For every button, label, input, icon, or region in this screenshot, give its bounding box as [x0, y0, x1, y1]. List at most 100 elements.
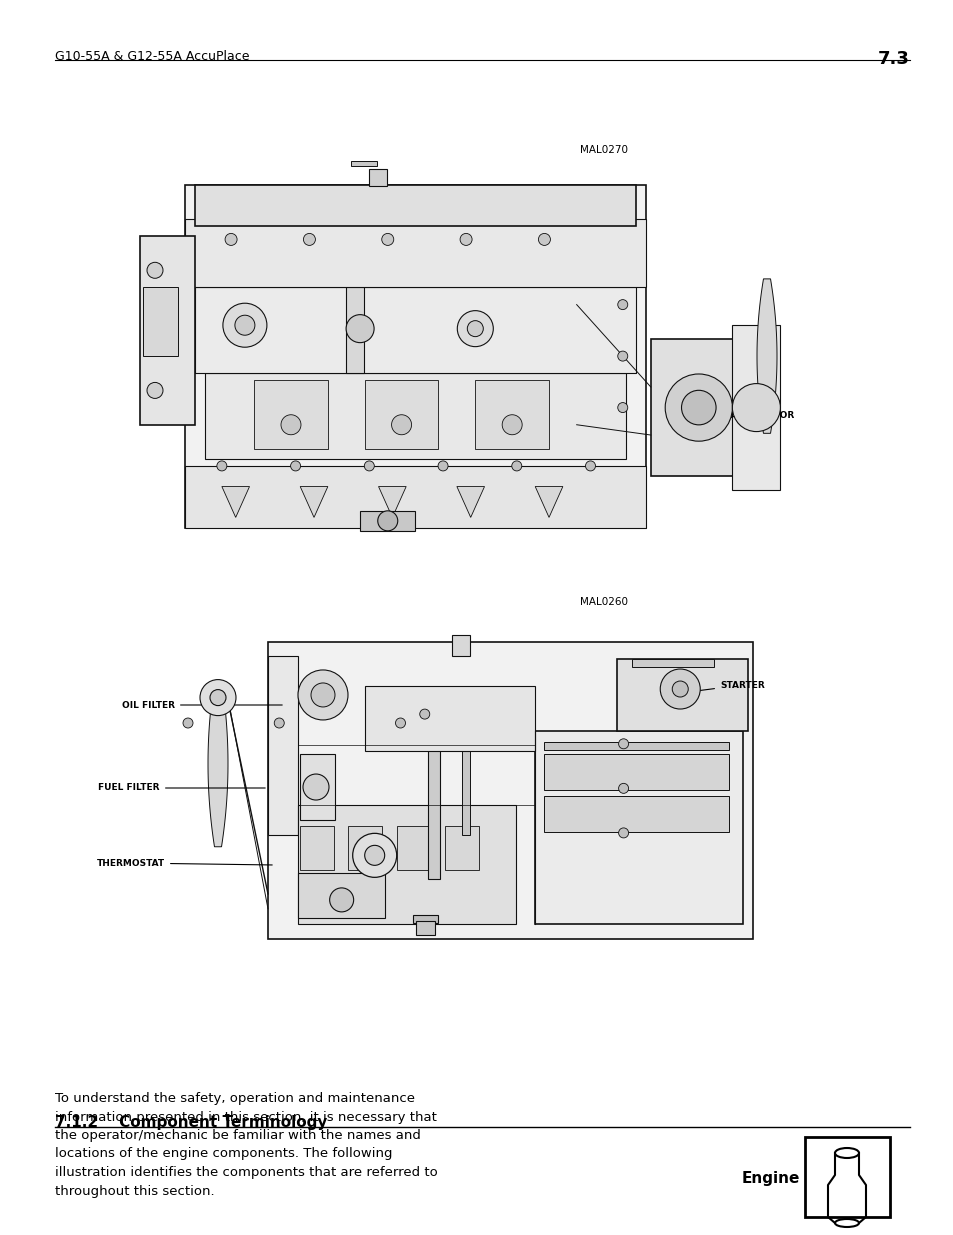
Circle shape — [364, 845, 384, 866]
Circle shape — [585, 461, 595, 471]
Bar — [268, 656, 297, 835]
Bar — [346, 288, 364, 373]
Circle shape — [672, 680, 687, 697]
Bar — [650, 338, 746, 477]
Bar — [535, 731, 742, 924]
Bar — [413, 915, 438, 923]
Circle shape — [511, 461, 521, 471]
Circle shape — [732, 384, 780, 431]
Bar — [205, 373, 625, 459]
Circle shape — [664, 374, 732, 441]
Bar — [299, 755, 335, 820]
Circle shape — [147, 262, 163, 278]
Bar — [416, 920, 435, 935]
Circle shape — [618, 827, 628, 837]
Circle shape — [311, 683, 335, 706]
Circle shape — [618, 351, 627, 361]
Circle shape — [618, 783, 628, 793]
Polygon shape — [208, 680, 228, 847]
Bar — [185, 219, 645, 288]
Bar — [140, 236, 194, 425]
Bar — [544, 755, 728, 790]
Circle shape — [501, 415, 521, 435]
Text: MAL0270: MAL0270 — [579, 144, 627, 156]
Circle shape — [680, 390, 716, 425]
Bar — [475, 380, 549, 448]
Bar — [268, 641, 752, 939]
Text: STARTER: STARTER — [667, 680, 764, 694]
Circle shape — [618, 403, 627, 412]
Bar — [297, 805, 516, 924]
Text: 7.1.2    Component Terminology: 7.1.2 Component Terminology — [55, 1115, 327, 1130]
Polygon shape — [222, 487, 250, 517]
Circle shape — [281, 415, 300, 435]
Text: G10-55A & G12-55A AccuPlace: G10-55A & G12-55A AccuPlace — [55, 49, 250, 63]
Ellipse shape — [834, 1219, 858, 1228]
Text: Engine: Engine — [740, 1171, 800, 1186]
Bar — [194, 184, 635, 226]
Circle shape — [381, 233, 394, 246]
Circle shape — [223, 304, 267, 347]
Circle shape — [353, 834, 396, 877]
Circle shape — [183, 718, 193, 727]
Polygon shape — [757, 279, 776, 433]
Circle shape — [391, 415, 411, 435]
Bar — [297, 873, 385, 918]
Text: THERMOSTAT: THERMOSTAT — [97, 858, 272, 867]
Bar — [804, 1137, 889, 1216]
Bar — [143, 288, 178, 356]
Circle shape — [147, 383, 163, 399]
Bar — [185, 466, 645, 527]
Bar — [365, 687, 535, 751]
Circle shape — [225, 233, 237, 246]
Bar — [364, 380, 438, 448]
Bar — [631, 659, 714, 667]
Polygon shape — [300, 487, 328, 517]
Circle shape — [303, 774, 329, 800]
Circle shape — [364, 461, 374, 471]
Circle shape — [346, 315, 374, 342]
Polygon shape — [535, 487, 562, 517]
Text: MAL0260: MAL0260 — [579, 597, 627, 606]
Circle shape — [210, 689, 226, 705]
Circle shape — [297, 669, 348, 720]
Polygon shape — [378, 487, 406, 517]
Circle shape — [377, 511, 397, 531]
Ellipse shape — [834, 1149, 858, 1158]
Circle shape — [216, 461, 227, 471]
Circle shape — [291, 461, 300, 471]
Circle shape — [395, 718, 405, 727]
Bar — [732, 325, 780, 490]
Bar — [253, 380, 328, 448]
Text: ALTERNATOR: ALTERNATOR — [682, 405, 795, 420]
Bar — [348, 826, 382, 871]
Bar — [445, 826, 479, 871]
Circle shape — [419, 709, 429, 719]
Bar — [351, 161, 376, 165]
Circle shape — [537, 233, 550, 246]
Text: FUEL FILTER: FUEL FILTER — [98, 783, 265, 793]
Bar — [544, 795, 728, 831]
Circle shape — [459, 233, 472, 246]
Circle shape — [330, 888, 354, 911]
Bar — [185, 184, 645, 527]
Bar — [396, 826, 431, 871]
Circle shape — [234, 315, 254, 335]
Polygon shape — [456, 487, 484, 517]
Circle shape — [467, 321, 483, 337]
Bar — [617, 659, 747, 731]
Circle shape — [618, 739, 628, 748]
Bar — [428, 746, 439, 879]
Circle shape — [274, 718, 284, 727]
Bar — [369, 169, 387, 186]
Circle shape — [437, 461, 448, 471]
Circle shape — [303, 233, 315, 246]
Bar — [359, 510, 415, 531]
Circle shape — [456, 311, 493, 347]
Bar — [544, 742, 728, 750]
Circle shape — [659, 669, 700, 709]
Text: 7.3: 7.3 — [877, 49, 909, 68]
Bar — [461, 746, 470, 835]
Circle shape — [618, 300, 627, 310]
Bar — [299, 826, 334, 871]
